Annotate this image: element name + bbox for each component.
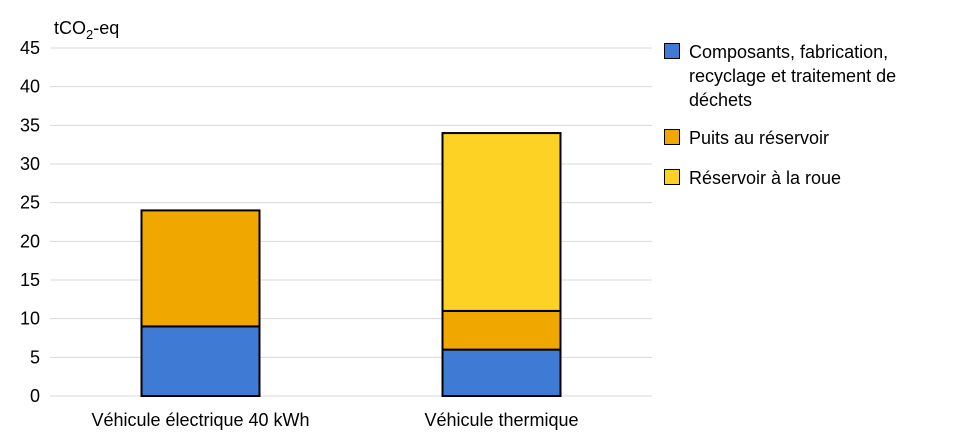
legend-label-tank-to-wheel: Réservoir à la roue: [689, 168, 842, 188]
y-axis-title-suffix: -eq: [93, 18, 119, 38]
chart-legend: Composants, fabrication, recyclage et tr…: [664, 40, 962, 190]
legend-swatch-tank-to-wheel: [664, 169, 680, 185]
y-tick-label: 10: [20, 309, 40, 329]
bar-segment-1-1: [441, 309, 562, 351]
legend-label-well-to-tank: Puits au réservoir: [689, 128, 830, 148]
legend-item-well-to-tank: Puits au réservoir: [664, 126, 962, 150]
legend-swatch-well-to-tank: [664, 129, 680, 145]
y-tick-label: 35: [20, 115, 40, 135]
x-category-label: Véhicule thermique: [424, 410, 578, 430]
y-tick-label: 20: [20, 231, 40, 251]
bar-segment-0-1: [140, 209, 261, 328]
y-axis-title-prefix: tCO: [54, 18, 86, 38]
y-tick-label: 0: [30, 386, 40, 406]
y-tick-label: 30: [20, 154, 40, 174]
legend-item-components: Composants, fabrication, recyclage et tr…: [664, 40, 962, 112]
y-tick-label: 15: [20, 270, 40, 290]
y-tick-label: 45: [20, 38, 40, 58]
legend-label-components: Composants, fabrication, recyclage et tr…: [689, 42, 897, 110]
bar-segment-1-0: [441, 348, 562, 398]
y-tick-label: 5: [30, 347, 40, 367]
y-tick-label: 25: [20, 193, 40, 213]
bar-segment-0-0: [140, 325, 261, 397]
legend-item-tank-to-wheel: Réservoir à la roue: [664, 166, 962, 190]
y-tick-label: 40: [20, 77, 40, 97]
y-axis-title: tCO2-eq: [54, 18, 119, 42]
x-category-label: Véhicule électrique 40 kWh: [91, 410, 309, 430]
y-axis-title-subscript: 2: [86, 27, 93, 42]
legend-swatch-components: [664, 43, 680, 59]
bar-segment-1-2: [441, 132, 562, 312]
